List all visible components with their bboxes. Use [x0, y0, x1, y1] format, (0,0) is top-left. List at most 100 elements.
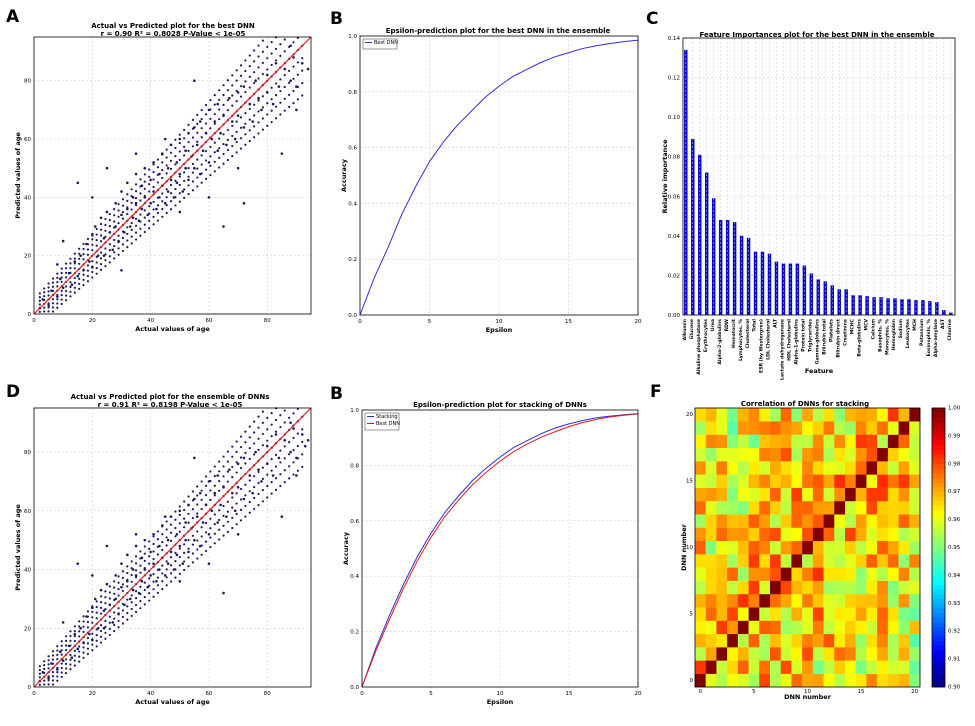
heatmap-cell — [823, 434, 835, 449]
data-point — [47, 659, 50, 662]
data-point — [134, 231, 138, 234]
colorbar-segment — [932, 514, 945, 520]
data-point — [51, 683, 55, 686]
data-point — [222, 84, 225, 87]
data-point — [108, 615, 111, 618]
data-point — [216, 149, 219, 153]
data-point — [130, 560, 133, 563]
data-point — [148, 555, 151, 558]
data-point — [204, 503, 208, 506]
y-tick-label: 20 — [686, 412, 693, 418]
heatmap-cell — [705, 594, 717, 608]
data-point — [175, 532, 179, 536]
heatmap-cell — [770, 594, 781, 608]
data-point — [183, 145, 186, 148]
data-point — [183, 171, 186, 174]
data-point — [248, 118, 251, 121]
heatmap-cell — [737, 567, 749, 581]
heatmap-cell — [834, 633, 846, 648]
x-tick-label: 0 — [32, 318, 36, 324]
data-point — [140, 207, 144, 211]
heatmap-cell — [898, 501, 910, 515]
data-point — [261, 61, 264, 64]
data-point — [134, 190, 138, 193]
heatmap-cell — [834, 647, 846, 661]
heatmap-cell — [834, 421, 846, 435]
data-point — [139, 599, 142, 603]
data-point — [104, 596, 107, 599]
data-point — [253, 49, 256, 52]
data-point — [174, 155, 177, 158]
heatmap-cell — [748, 673, 760, 688]
data-point — [51, 277, 55, 280]
heatmap-cell — [834, 408, 846, 422]
heatmap-cell — [716, 607, 728, 621]
data-point — [64, 299, 68, 302]
heatmap-cell — [770, 554, 781, 568]
data-point — [210, 137, 214, 141]
heatmap-cell — [705, 633, 717, 648]
data-point — [209, 536, 212, 539]
data-point — [73, 664, 76, 667]
panel-label-b-top: B — [330, 9, 343, 29]
data-point — [43, 306, 46, 309]
data-point — [143, 552, 146, 555]
data-point — [166, 190, 170, 193]
data-point — [213, 170, 216, 173]
data-point — [99, 257, 103, 260]
category-label: Total — [752, 319, 758, 332]
y-tick-label: 0.12 — [668, 76, 680, 82]
heatmap-cell — [705, 580, 717, 595]
data-point — [120, 585, 123, 589]
heatmap-cell — [887, 660, 899, 674]
data-point — [222, 455, 225, 458]
data-point — [113, 251, 116, 254]
data-point — [213, 151, 216, 154]
data-point — [270, 481, 273, 484]
data-point — [209, 98, 212, 102]
data-point — [198, 120, 202, 123]
data-point — [231, 155, 234, 158]
data-point — [64, 262, 68, 265]
data-point — [266, 462, 269, 465]
data-point — [120, 213, 123, 217]
data-point — [91, 610, 94, 613]
data-point — [253, 475, 256, 478]
data-point — [61, 659, 65, 662]
heatmap-cell — [812, 461, 824, 475]
data-point — [126, 611, 129, 615]
data-point — [166, 538, 170, 542]
data-point — [244, 59, 247, 62]
data-point — [187, 184, 190, 187]
category-label: Leukocytes — [905, 319, 911, 348]
heatmap-cell — [855, 514, 867, 528]
data-point — [213, 465, 216, 468]
data-point — [274, 117, 278, 120]
colorbar-segment — [932, 487, 945, 492]
heatmap-cell — [748, 501, 760, 515]
data-point — [82, 630, 85, 633]
data-point — [283, 439, 287, 442]
data-point — [301, 440, 304, 443]
y-tick-label: 0 — [690, 678, 694, 684]
data-point — [239, 64, 243, 67]
data-point — [117, 575, 120, 578]
data-point — [91, 621, 94, 624]
data-point — [152, 178, 155, 181]
category-label: MCHC — [849, 318, 855, 334]
colorbar-segment — [932, 542, 945, 548]
data-point — [235, 141, 238, 144]
data-point — [86, 615, 90, 618]
data-point — [139, 185, 142, 188]
heatmap-cell — [780, 461, 792, 475]
data-point — [226, 480, 229, 483]
data-point — [283, 85, 286, 89]
heatmap-cell — [855, 660, 867, 674]
heatmap-cell — [855, 594, 867, 608]
data-point — [134, 183, 138, 186]
data-point — [134, 224, 138, 227]
heatmap-cell — [770, 434, 781, 449]
data-point — [209, 145, 212, 149]
data-point — [209, 164, 212, 167]
data-point — [279, 89, 282, 93]
